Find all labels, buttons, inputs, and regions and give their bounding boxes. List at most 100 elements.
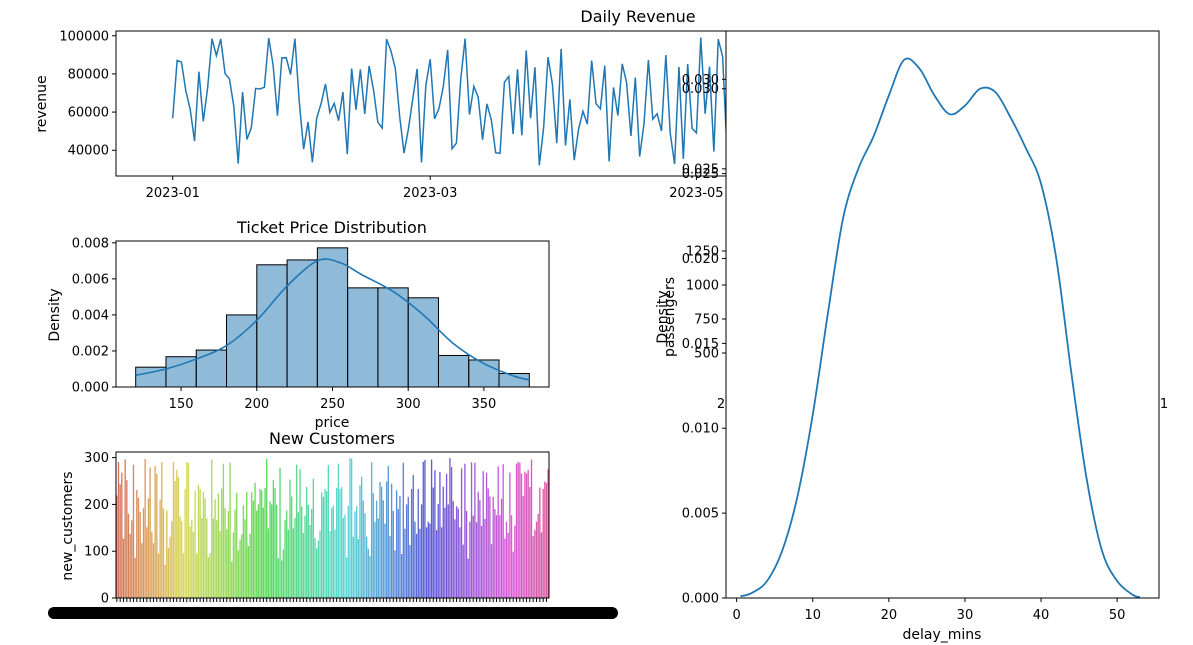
- ticket-price-title: Ticket Price Distribution: [236, 218, 427, 237]
- customers-bar: [252, 500, 255, 598]
- customers-bar: [319, 530, 321, 598]
- customers-bar: [370, 462, 373, 598]
- customers-bar: [326, 491, 328, 598]
- customers-bar: [525, 473, 528, 598]
- customers-bar: [162, 508, 165, 598]
- customers-bar: [247, 546, 250, 598]
- delay-y-tick-label: 0.010: [682, 422, 719, 437]
- customers-bar: [307, 504, 310, 598]
- customers-bar: [239, 539, 241, 598]
- customers-bar: [504, 538, 506, 598]
- customers-bar: [209, 553, 211, 598]
- customers-bar: [151, 531, 153, 598]
- passengers-x-tick-label: 1: [1160, 397, 1168, 412]
- customers-bar: [445, 473, 448, 598]
- customers-y-tick-label: 200: [84, 498, 109, 513]
- ticket-price-frame: [115, 240, 550, 388]
- customers-bar: [206, 518, 208, 598]
- passengers-y-tick-label: 1000: [686, 279, 719, 294]
- customers-bar: [432, 487, 434, 598]
- customers-bar: [420, 504, 423, 598]
- customers-bar: [415, 533, 418, 598]
- new-customers-bars: [116, 458, 549, 598]
- price-x-tick-label: 300: [396, 397, 421, 412]
- price-histogram-bar: [195, 349, 228, 388]
- customers-bar: [122, 538, 125, 598]
- customers-bar: [427, 521, 429, 598]
- customers-bar: [129, 533, 131, 598]
- customers-bar: [452, 501, 454, 598]
- customers-bar: [480, 525, 483, 598]
- customers-bar: [532, 536, 534, 598]
- customers-bar: [539, 487, 541, 598]
- customers-bar: [355, 506, 358, 598]
- customers-bar: [479, 500, 481, 598]
- customers-bar: [152, 543, 155, 598]
- ticket-price-kde: [135, 258, 530, 381]
- customers-bar: [131, 520, 133, 598]
- delay-y-tick-label: 0.020: [682, 252, 719, 267]
- customers-bar: [324, 488, 326, 598]
- customers-bar: [124, 459, 126, 598]
- customers-bar: [434, 470, 436, 598]
- delay-x-tick-label: 30: [957, 608, 974, 623]
- customers-bar: [299, 469, 301, 598]
- customers-bar: [465, 510, 468, 598]
- customers-bar: [474, 462, 476, 598]
- customers-bar: [379, 481, 381, 598]
- price-histogram-bar: [256, 264, 288, 388]
- delay-x-tick-label: 10: [804, 608, 821, 623]
- customers-bar: [184, 488, 186, 598]
- customers-bar: [352, 536, 354, 598]
- delay-kde-line: [740, 57, 1141, 599]
- customers-bar: [500, 498, 503, 598]
- customers-bar: [365, 536, 368, 598]
- price-histogram-bar: [377, 287, 409, 388]
- customers-bar: [226, 529, 228, 598]
- passengers-y-tick-label: 500: [694, 347, 719, 362]
- customers-bar: [360, 476, 363, 598]
- customers-bar: [404, 528, 406, 598]
- customers-bar: [495, 515, 498, 598]
- price-x-tick-label: 200: [244, 397, 269, 412]
- customers-bar: [279, 467, 281, 598]
- customers-bar: [524, 471, 526, 598]
- revenue-y-tick-label: 40000: [68, 144, 109, 159]
- customers-bar: [382, 500, 384, 598]
- price-x-tick-label: 250: [320, 397, 345, 412]
- customers-bar: [189, 526, 191, 598]
- price-y-tick-label: 0.008: [72, 236, 109, 251]
- customers-bar: [380, 486, 383, 598]
- customers-bar: [349, 458, 351, 598]
- ticket-price-chart: Ticket Price Distribution Density price …: [47, 218, 550, 431]
- customers-bar: [316, 548, 318, 598]
- customers-bar: [410, 488, 413, 598]
- customers-bar: [537, 513, 539, 598]
- customers-bar: [400, 554, 403, 598]
- customers-bar: [339, 488, 341, 598]
- customers-bar: [159, 499, 161, 598]
- customers-bar: [470, 462, 473, 598]
- delay-density-x-ticks: 0 10 20 30 40 50: [733, 598, 1125, 623]
- customers-bar: [374, 521, 376, 598]
- customers-bar: [430, 459, 433, 598]
- customers-bar: [287, 529, 290, 598]
- customers-bar: [450, 466, 453, 598]
- customers-bar: [254, 482, 256, 598]
- customers-bar: [321, 492, 323, 598]
- customers-bar: [437, 503, 439, 598]
- customers-bar: [237, 550, 240, 598]
- customers-bar: [395, 490, 398, 598]
- customers-bar: [301, 506, 303, 598]
- customers-bar: [340, 487, 343, 598]
- customers-bar: [547, 469, 549, 598]
- customers-bar: [304, 515, 306, 598]
- customers-bar: [231, 561, 233, 598]
- customers-bar: [394, 550, 396, 598]
- customers-bar: [542, 488, 544, 598]
- customers-bar: [201, 517, 203, 598]
- delay-y-tick-label: 0.005: [682, 507, 719, 522]
- price-histogram-bar: [437, 354, 470, 388]
- customers-bar: [372, 493, 374, 598]
- customers-bar: [276, 504, 278, 598]
